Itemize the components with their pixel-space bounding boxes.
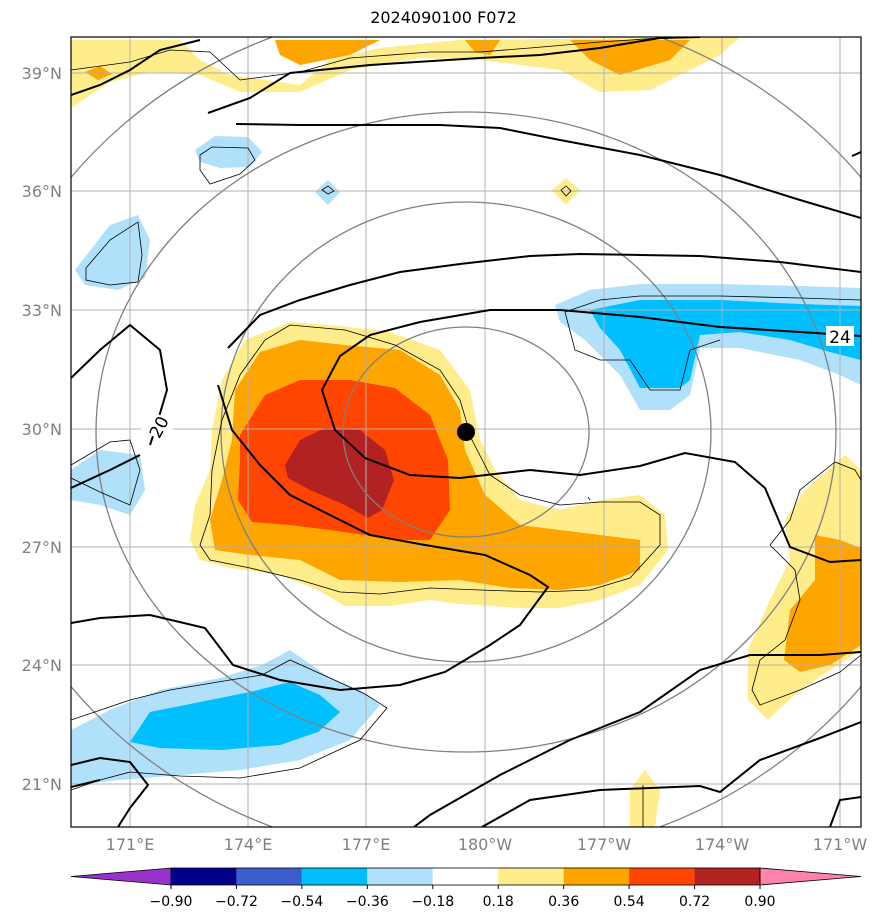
lon-label: 177°E <box>342 835 391 854</box>
colorbar-tick-label: −0.18 <box>411 894 454 910</box>
colorbar-segment <box>629 868 695 885</box>
colorbar-segment <box>432 868 499 885</box>
colorbar-tick-label: −0.90 <box>150 894 193 910</box>
lat-label: 24°N <box>22 656 62 675</box>
colorbar-extend-low <box>70 867 172 886</box>
colorbar-tick-label: 0.54 <box>614 894 645 910</box>
colorbar-tick-label: 0.72 <box>679 894 710 910</box>
positive-anomaly-darkred <box>285 428 394 518</box>
colorbar-tick-label: −0.54 <box>280 894 323 910</box>
lon-label: 177°W <box>577 835 632 854</box>
lat-label: 30°N <box>22 420 62 439</box>
colorbar-segment <box>563 868 630 885</box>
lat-axis: 39°N 36°N 33°N 30°N 27°N 24°N 21°N <box>22 64 62 794</box>
lon-axis: 171°E 174°E 177°E 180°W 177°W 174°W 171°… <box>106 835 868 854</box>
colorbar-segment <box>171 868 237 885</box>
lon-label: 180°W <box>458 835 513 854</box>
lat-label: 36°N <box>22 182 62 201</box>
colorbar-tick-label: 0.18 <box>483 894 514 910</box>
colorbar-tick-label: 0.90 <box>744 894 775 910</box>
colorbar-segment <box>694 868 760 885</box>
colorbar-tick-label: −0.36 <box>346 894 389 910</box>
lon-label: 174°E <box>224 835 273 854</box>
colorbar-tick-label: 0.36 <box>548 894 579 910</box>
map-plot-area <box>71 37 861 827</box>
colorbar-segment <box>367 868 433 885</box>
colorbar-frame <box>170 867 761 886</box>
colorbar-segment <box>236 868 302 885</box>
negative-anomaly-blue <box>130 300 861 750</box>
lat-label: 21°N <box>22 775 62 794</box>
lat-label: 39°N <box>22 64 62 83</box>
lon-label: 171°E <box>106 835 155 854</box>
map-title: 2024090100 F072 <box>370 8 517 27</box>
thick-contours <box>71 37 861 827</box>
contour-label-24: 24 <box>829 328 851 348</box>
lat-label: 27°N <box>22 538 62 557</box>
colorbar-segment <box>498 868 564 885</box>
distance-rings <box>71 37 861 827</box>
colorbar-tick-label: −0.72 <box>215 894 258 910</box>
colorbar-extend-high <box>759 867 862 886</box>
storm-center-marker <box>457 423 475 441</box>
map-gridlines <box>71 37 861 827</box>
lon-label: 174°W <box>695 835 750 854</box>
thin-contours <box>71 37 861 827</box>
lat-label: 33°N <box>22 301 62 320</box>
map-frame <box>70 36 862 828</box>
colorbar: −0.90 −0.72 −0.54 −0.36 −0.18 0.18 0.36 0.54 0.7… <box>70 867 862 910</box>
colorbar-segment <box>301 868 368 885</box>
lon-label: 171°W <box>813 835 868 854</box>
